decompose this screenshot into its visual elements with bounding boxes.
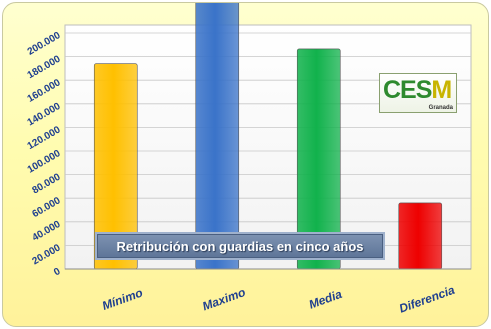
chart-area: 0 20.000 40.000 60.000 80.000 100.000 120.000 1… [2, 2, 489, 327]
y-tick-label: 200.000 [26, 30, 63, 58]
logo-mark: CESM [383, 76, 452, 104]
x-category-label: Media [307, 287, 344, 312]
y-tick-label: 60.000 [31, 195, 63, 220]
bar-chart: 020.00040.00060.00080.000100.000120.0001… [26, 3, 472, 316]
x-category-label: Maximo [200, 285, 247, 313]
y-tick-label: 0 [52, 266, 63, 279]
bar-maximo [195, 3, 240, 270]
y-tick-label: 20.000 [31, 242, 63, 267]
x-category-label: Mínimo [100, 285, 144, 313]
cesm-logo: CESM Granada [379, 73, 457, 113]
chart-annotation: Retribución con guardias en cinco años [95, 232, 385, 260]
bar-diferencia [398, 202, 443, 270]
logo-subtitle: Granada [428, 105, 453, 111]
y-tick-label: 80.000 [31, 171, 63, 196]
x-category-label: Diferencia [397, 283, 457, 316]
y-tick-label: 40.000 [31, 219, 63, 244]
